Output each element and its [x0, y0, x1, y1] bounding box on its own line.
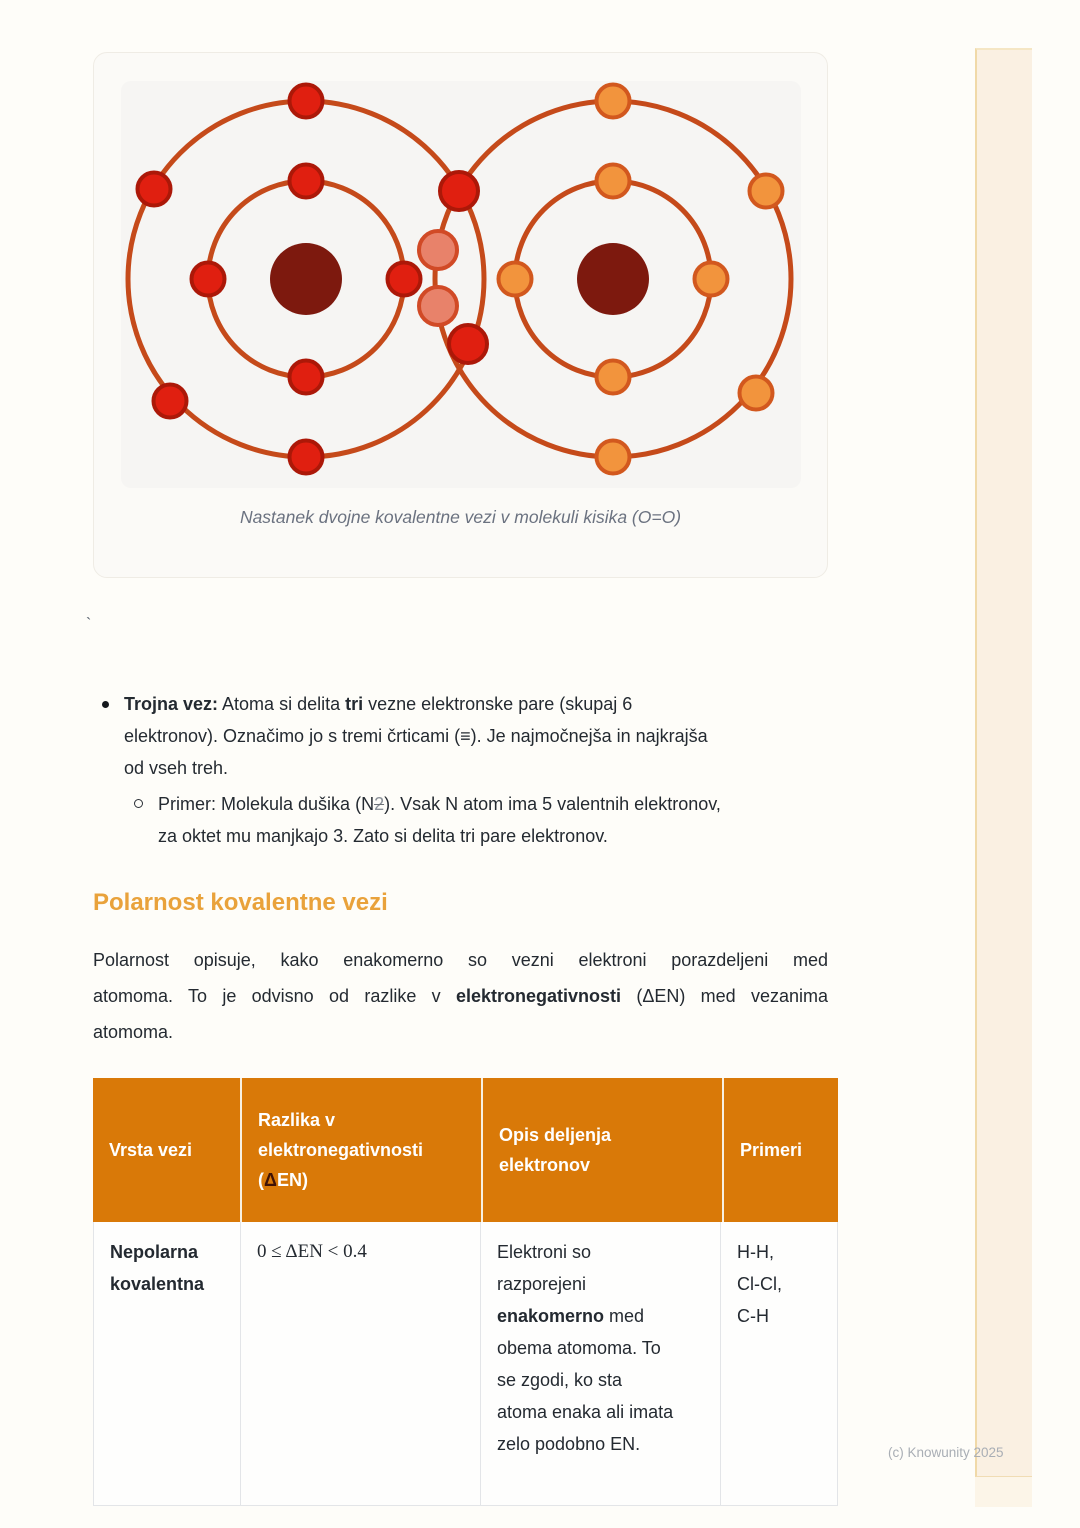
sub-bullet-marker	[134, 788, 158, 852]
struck-subscript: 2	[374, 794, 385, 814]
intro-paragraph: Polarnost opisuje, kako enakomerno so ve…	[93, 942, 828, 1050]
figure-card: Nastanek dvojne kovalentne vezi v moleku…	[93, 52, 828, 578]
cell-bond-type: Nepolarna kovalentna	[94, 1222, 241, 1505]
left-atom-electrons	[135, 82, 423, 476]
bohr-diagram-oxygen-double-bond	[125, 82, 794, 476]
bullet-line: elektronov). Označimo jo s tremi črticam…	[124, 726, 708, 746]
stray-backtick: `	[86, 616, 92, 633]
header-cell-bond-type: Vrsta vezi	[93, 1078, 240, 1222]
sub-bullet-line: Primer: Molekula dušika (N2). Vsak N ato…	[158, 794, 721, 814]
cell-examples: H-H, Cl-Cl, C-H	[737, 1242, 782, 1326]
bullet-line: od vseh treh.	[124, 758, 229, 778]
section-heading: Polarnost kovalentne vezi	[93, 889, 388, 916]
paragraph-line: atomoma. To je odvisno od razlike v elek…	[93, 986, 829, 1006]
sub-bullet-item-example: Primer: Molekula dušika (N2). Vsak N ato…	[93, 788, 823, 852]
cell-en-range: 0 ≤ ΔEN < 0.4	[241, 1222, 481, 1505]
header-cell-sharing-description: Opis deljenja elektronov	[483, 1078, 722, 1222]
side-accent-bar-tail	[975, 1477, 1032, 1507]
delta-symbol: Δ	[264, 1170, 277, 1190]
bullet-marker	[93, 688, 124, 784]
header-cell-en-difference: Razlika v elektronegativnosti (ΔEN)	[242, 1078, 481, 1222]
paragraph-line: atomoma.	[93, 1022, 174, 1042]
paragraph-line: Polarnost opisuje, kako enakomerno so ve…	[93, 950, 828, 970]
bullet-item-triple-bond: Trojna vez: Atoma si delita tri vezne el…	[93, 688, 823, 784]
bullet-line: Trojna vez: Atoma si delita tri vezne el…	[124, 694, 633, 714]
side-accent-bar	[975, 48, 1032, 1477]
copyright-text: (c) Knowunity 2025	[888, 1445, 1004, 1460]
cell-description: Elektroni so razporejeni enakomerno med …	[481, 1222, 721, 1505]
figure-image-panel	[121, 81, 801, 488]
figure-caption: Nastanek dvojne kovalentne vezi v moleku…	[239, 507, 682, 527]
right-atom	[432, 82, 794, 476]
left-atom	[125, 82, 487, 476]
shared-electrons	[417, 170, 489, 365]
table-row-nonpolar: Nepolarna kovalentna 0 ≤ ΔEN < 0.4 Elekt…	[93, 1222, 838, 1506]
header-cell-examples: Primeri	[724, 1078, 838, 1222]
right-nucleus	[577, 243, 649, 315]
right-atom-electrons	[496, 82, 785, 476]
bullet-list: Trojna vez: Atoma si delita tri vezne el…	[93, 688, 823, 852]
left-nucleus	[270, 243, 342, 315]
table-header-row: Vrsta vezi Razlika v elektronegativnosti…	[93, 1078, 838, 1222]
polarity-table: Vrsta vezi Razlika v elektronegativnosti…	[93, 1078, 838, 1506]
sub-bullet-line: za oktet mu manjkajo 3. Zato si delita t…	[158, 826, 608, 846]
